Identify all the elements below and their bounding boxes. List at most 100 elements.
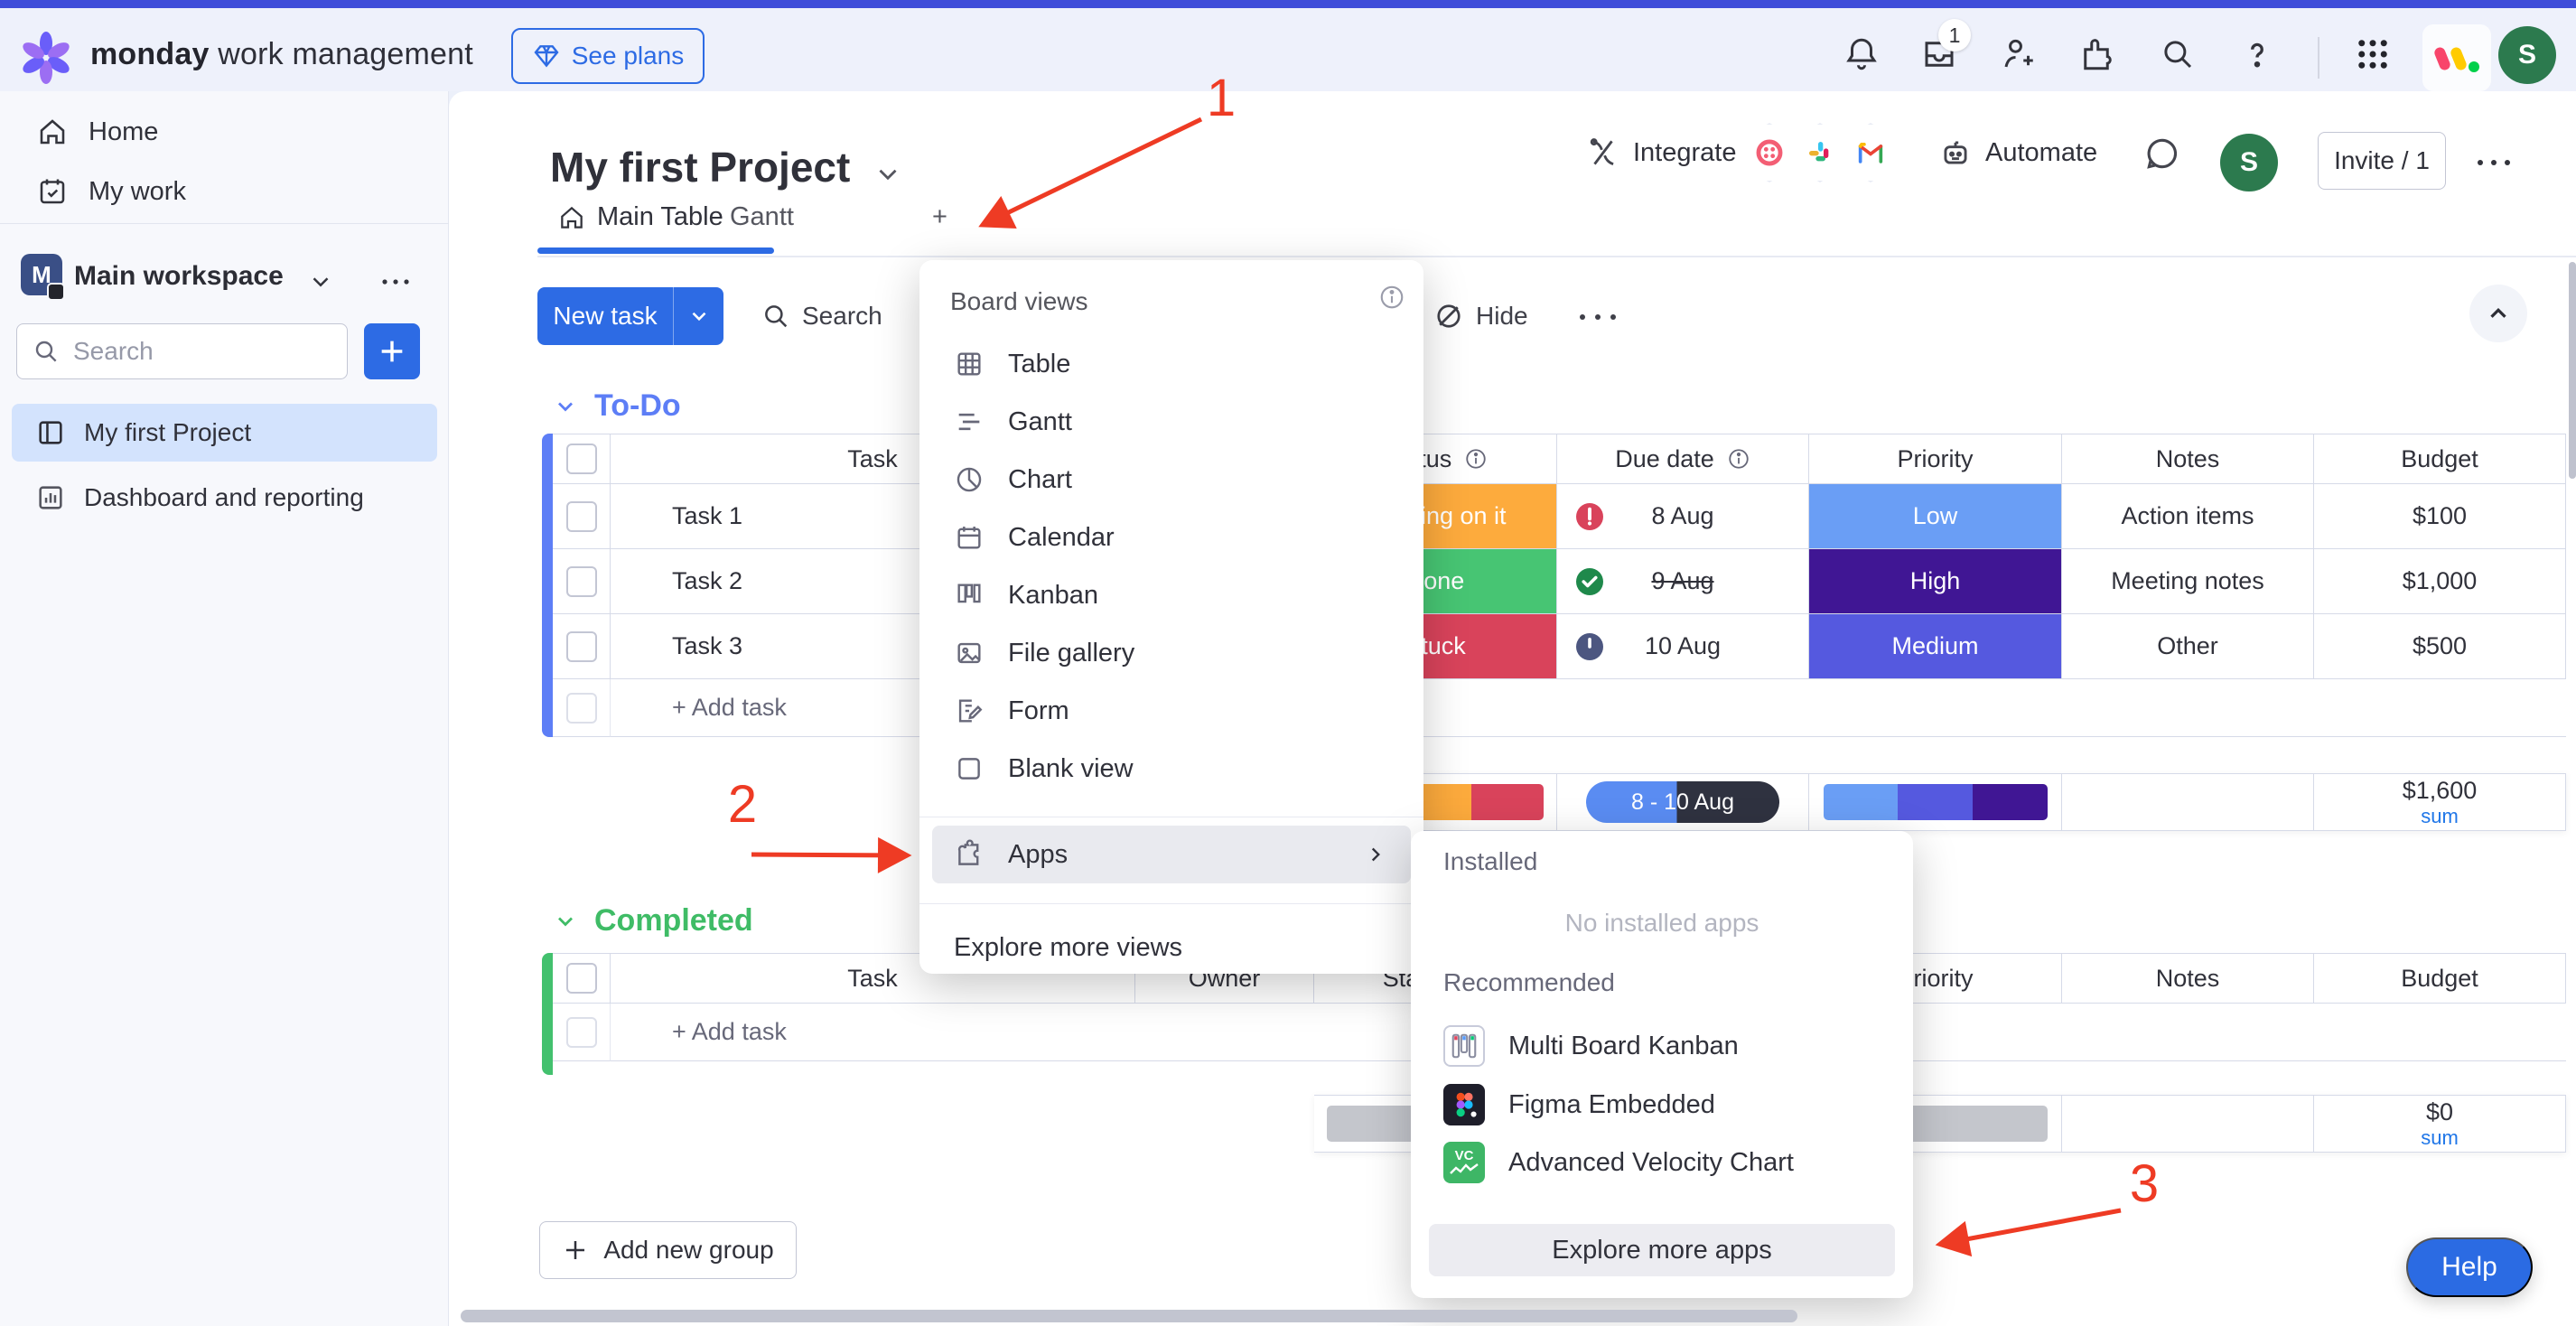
task-name-cell[interactable]: Task 3 — [611, 614, 1135, 679]
monday-flower-logo[interactable] — [18, 30, 74, 86]
hide-button[interactable]: Hide — [1433, 291, 1528, 341]
workspace-chevron-down-icon[interactable] — [307, 268, 334, 295]
workspace-name[interactable]: Main workspace — [74, 261, 284, 291]
group-title-todo[interactable]: To-Do — [553, 388, 681, 424]
column-header-due-date[interactable]: Due date — [1557, 434, 1809, 484]
menu-item-chart[interactable]: Chart — [932, 453, 1411, 506]
velocity-chart-icon: VC — [1443, 1142, 1485, 1183]
budget-summary-cell[interactable]: $1,600 sum — [2314, 773, 2566, 831]
vertical-scrollbar[interactable] — [2569, 262, 2576, 479]
menu-item-gantt[interactable]: Gantt — [932, 396, 1411, 448]
app-item-figma-embedded[interactable]: Figma Embedded — [1433, 1078, 1891, 1132]
chevron-down-icon — [558, 402, 573, 411]
search-icon[interactable] — [2157, 33, 2198, 75]
column-header-task[interactable]: Task — [611, 953, 1135, 1004]
sidebar-item-home[interactable]: Home — [13, 104, 437, 160]
priority-summary-cell[interactable] — [1809, 773, 2062, 831]
date-range-summary-cell[interactable]: 8 - 10 Aug — [1557, 773, 1809, 831]
due-date-cell[interactable]: 8 Aug — [1557, 484, 1809, 549]
board-title-chevron-icon[interactable] — [873, 159, 903, 190]
board-more-icon[interactable] — [2471, 148, 2516, 177]
help-icon[interactable] — [2236, 33, 2278, 75]
sidebar-item-my-work[interactable]: My work — [13, 163, 437, 219]
apps-submenu: Installed No installed apps Recommended … — [1411, 831, 1913, 1298]
tab-main-table[interactable]: Main Table — [557, 202, 723, 232]
notes-cell[interactable]: Other — [2062, 614, 2314, 679]
board-owner-avatar[interactable]: S — [2220, 134, 2278, 191]
priority-cell[interactable]: Medium — [1809, 614, 2062, 679]
column-header-notes[interactable]: Notes — [2062, 434, 2314, 484]
row-checkbox[interactable] — [565, 565, 597, 597]
board-icon — [35, 417, 66, 448]
horizontal-scrollbar[interactable] — [461, 1310, 1797, 1322]
column-header-task[interactable]: Task — [611, 434, 1135, 484]
workspace-more-icon[interactable] — [378, 268, 414, 295]
explore-more-apps-button[interactable]: Explore more apps — [1429, 1224, 1895, 1276]
board-title[interactable]: My first Project — [550, 144, 851, 191]
workspace-home-badge — [47, 283, 65, 301]
task-name-cell[interactable]: Task 2 — [611, 549, 1135, 614]
task-name-cell[interactable]: Task 1 — [611, 484, 1135, 549]
column-header-budget[interactable]: Budget — [2314, 953, 2566, 1004]
new-task-button[interactable]: New task — [537, 287, 723, 345]
menu-item-form[interactable]: Form — [932, 685, 1411, 737]
bell-icon[interactable] — [1841, 33, 1882, 75]
chat-icon[interactable] — [2142, 134, 2182, 173]
sidebar-add-button[interactable] — [364, 323, 420, 379]
row-checkbox[interactable] — [565, 500, 597, 532]
integrate-button[interactable]: Integrate — [1586, 135, 1736, 170]
add-task-button[interactable]: + Add task — [611, 679, 2566, 737]
sidebar-item-my-first-project[interactable]: My first Project — [12, 404, 437, 462]
grid-menu-icon[interactable] — [2352, 33, 2394, 75]
add-new-group-button[interactable]: Add new group — [539, 1221, 797, 1279]
notes-cell[interactable]: Meeting notes — [2062, 549, 2314, 614]
add-task-row[interactable]: + Add task — [553, 679, 2566, 737]
menu-item-file-gallery[interactable]: File gallery — [932, 627, 1411, 679]
invite-user-icon[interactable] — [1998, 33, 2039, 75]
board-views-menu-title: Board views — [950, 287, 1088, 315]
tab-gantt[interactable]: Gantt — [730, 202, 794, 231]
menu-item-blank-view[interactable]: Blank view — [932, 742, 1411, 795]
select-all-checkbox[interactable] — [565, 963, 597, 994]
table-header-row: Task Owner Status Due date Priority Note… — [553, 434, 2566, 484]
menu-item-calendar[interactable]: Calendar — [932, 511, 1411, 564]
group-title-completed[interactable]: Completed — [553, 903, 753, 938]
menu-item-explore-more-views[interactable]: Explore more views — [954, 932, 1183, 962]
budget-cell[interactable]: $500 — [2314, 614, 2566, 679]
budget-summary-cell[interactable]: $0 sum — [2314, 1095, 2566, 1153]
group-summary-row-todo: 8 - 10 Aug $1,600 sum — [1314, 773, 2566, 831]
help-button[interactable]: Help — [2406, 1237, 2533, 1297]
column-header-priority[interactable]: Priority — [1809, 434, 2062, 484]
column-header-budget[interactable]: Budget — [2314, 434, 2566, 484]
sidebar-search-input[interactable]: Search — [16, 323, 348, 379]
tab-add-view-button[interactable]: + — [932, 202, 947, 231]
apps-marketplace-icon[interactable] — [2076, 33, 2117, 75]
app-item-advanced-velocity-chart[interactable]: VC Advanced Velocity Chart — [1433, 1135, 1891, 1190]
budget-cell[interactable]: $100 — [2314, 484, 2566, 549]
priority-cell[interactable]: High — [1809, 549, 2062, 614]
app-item-multi-board-kanban[interactable]: Multi Board Kanban — [1433, 1019, 1891, 1073]
notes-cell[interactable]: Action items — [2062, 484, 2314, 549]
avatar[interactable]: S — [2498, 26, 2556, 84]
menu-item-apps[interactable]: Apps — [932, 826, 1411, 883]
clock-icon — [1573, 630, 1606, 663]
column-header-notes[interactable]: Notes — [2062, 953, 2314, 1004]
sidebar-item-dashboard-reporting[interactable]: Dashboard and reporting — [12, 469, 437, 527]
board-search-button[interactable]: Search — [761, 291, 882, 341]
toolbar-more-icon[interactable] — [1573, 303, 1622, 331]
automate-button[interactable]: Automate — [1938, 135, 2097, 170]
menu-item-kanban[interactable]: Kanban — [932, 569, 1411, 621]
invite-button[interactable]: Invite / 1 — [2318, 132, 2446, 190]
new-task-chevron-icon[interactable] — [673, 287, 723, 345]
select-all-checkbox[interactable] — [565, 444, 597, 474]
notes-summary-cell — [2062, 773, 2314, 831]
due-date-cell[interactable]: 10 Aug — [1557, 614, 1809, 679]
row-checkbox[interactable] — [565, 630, 597, 662]
collapse-header-button[interactable] — [2469, 285, 2527, 342]
monday-logo-mark[interactable] — [2422, 24, 2491, 91]
budget-cell[interactable]: $1,000 — [2314, 549, 2566, 614]
due-date-cell[interactable]: 9 Aug — [1557, 549, 1809, 614]
menu-item-table[interactable]: Table — [932, 338, 1411, 390]
priority-cell[interactable]: Low — [1809, 484, 2062, 549]
see-plans-button[interactable]: See plans — [511, 28, 705, 84]
